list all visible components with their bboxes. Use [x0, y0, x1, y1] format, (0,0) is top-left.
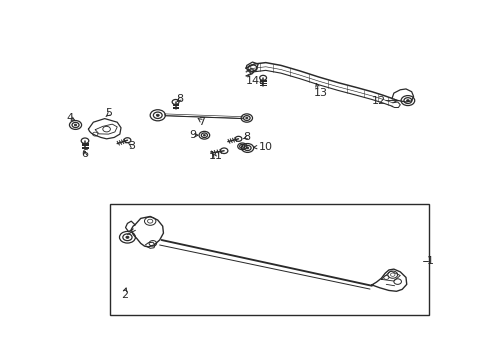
Text: 10: 10 — [259, 142, 272, 152]
Circle shape — [203, 134, 205, 136]
Text: 6: 6 — [81, 149, 88, 159]
Circle shape — [74, 124, 77, 126]
Circle shape — [156, 114, 159, 116]
Text: 13: 13 — [313, 88, 327, 98]
Text: 3: 3 — [127, 141, 135, 151]
Text: 14: 14 — [245, 76, 260, 86]
Circle shape — [246, 147, 248, 149]
Text: 7: 7 — [197, 117, 204, 127]
Circle shape — [245, 117, 247, 119]
Text: 8: 8 — [243, 132, 250, 143]
Circle shape — [406, 100, 408, 102]
Text: 11: 11 — [208, 151, 223, 161]
Text: 12: 12 — [371, 96, 385, 105]
Circle shape — [241, 146, 243, 147]
Bar — [110, 204, 428, 315]
Text: 1: 1 — [426, 256, 433, 266]
Text: 2: 2 — [121, 291, 128, 301]
Text: 8: 8 — [176, 94, 183, 104]
Circle shape — [125, 236, 129, 238]
Text: 4: 4 — [66, 113, 73, 123]
Text: 9: 9 — [188, 130, 196, 140]
Text: 5: 5 — [105, 108, 112, 118]
